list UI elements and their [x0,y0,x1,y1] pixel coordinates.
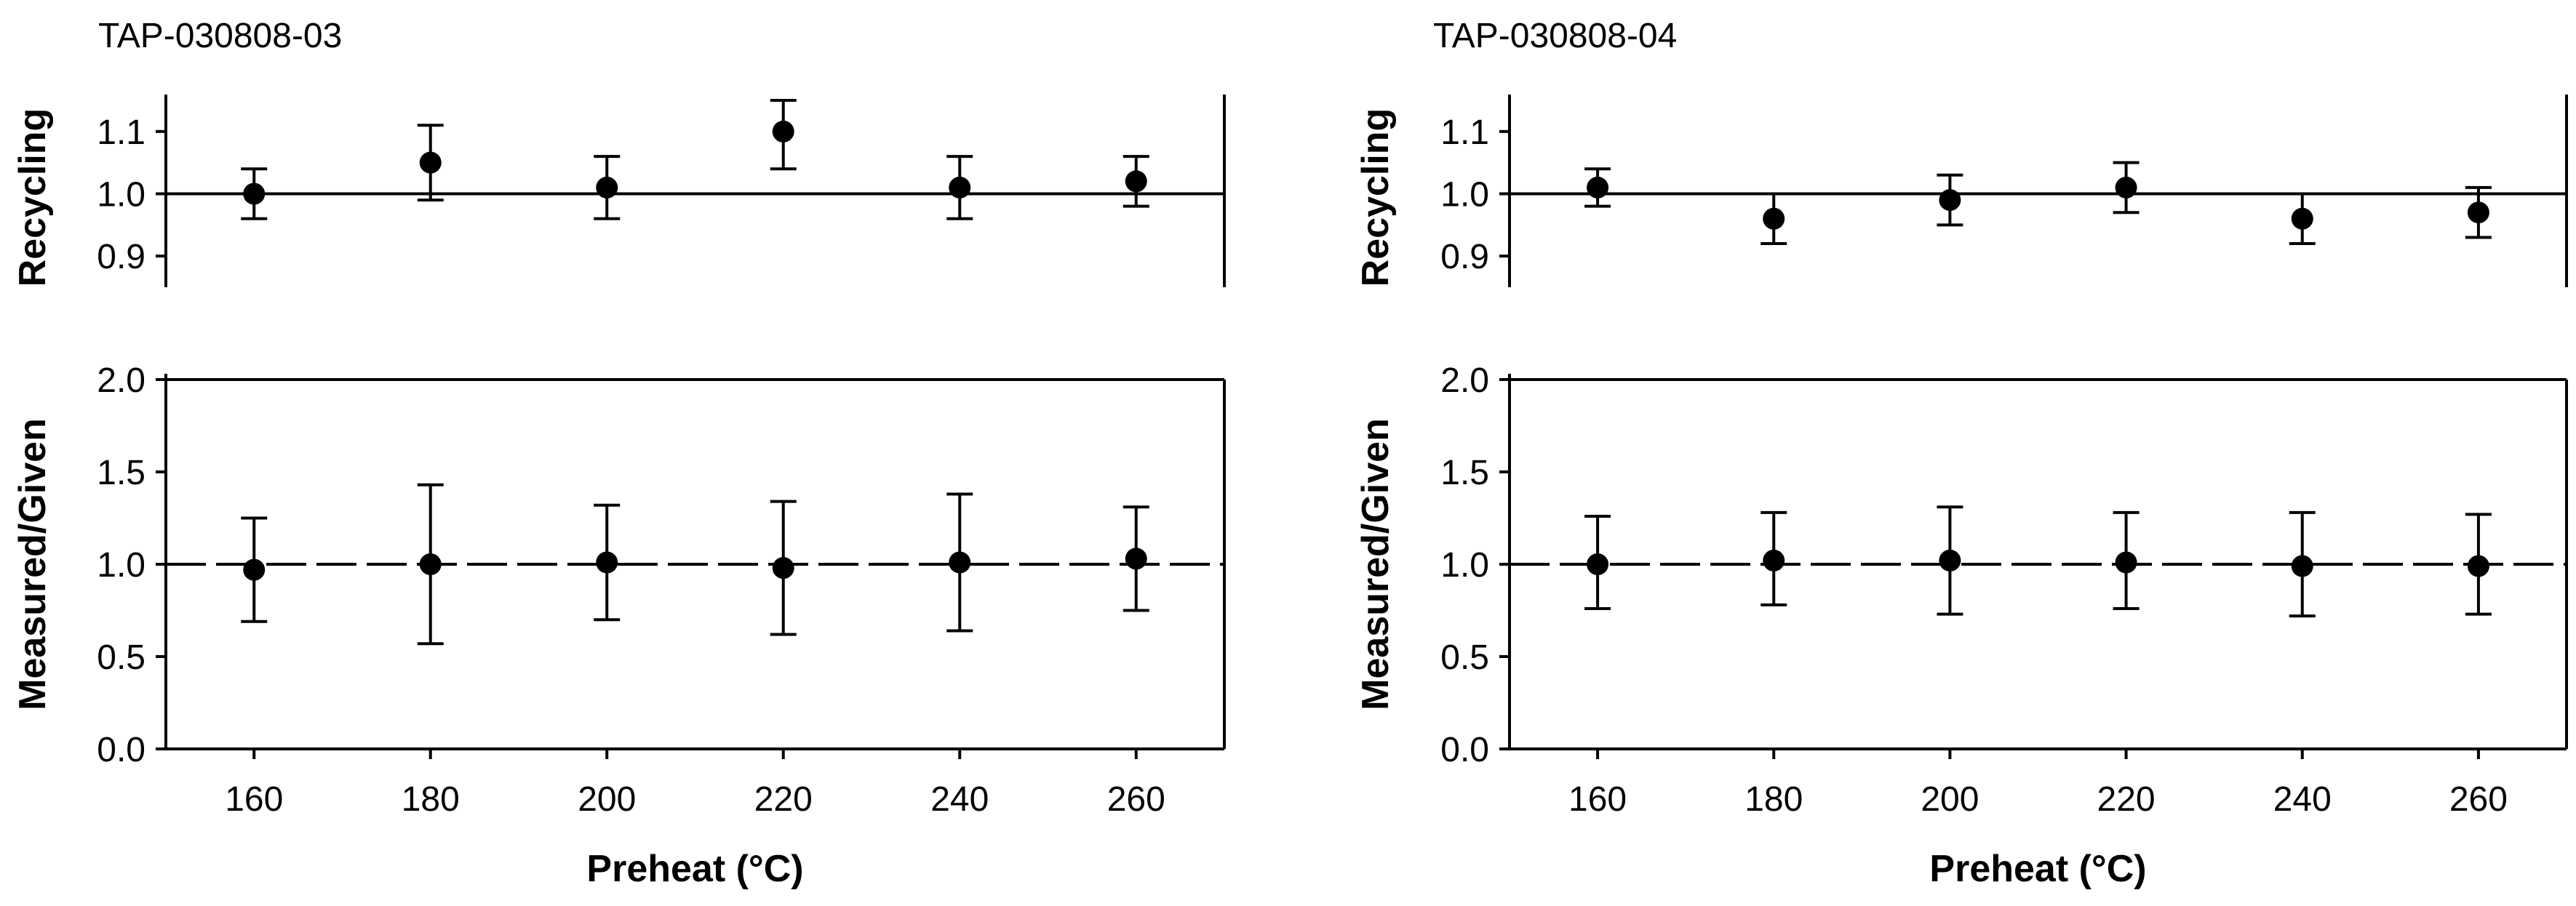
x-tick-label: 160 [225,780,283,819]
y-tick-label: 2.0 [97,361,145,400]
y-tick-label: 1.1 [97,113,145,152]
data-point [596,551,618,574]
measured-given-panel-left: 160 180 200 220 240 260 Preheat (°C) 0.0 0.5 1.0 1… [12,361,1226,890]
x-tick-label: 240 [930,780,989,819]
data-point [2467,201,2489,224]
x-tick-label: 260 [1107,780,1165,819]
data-point [1587,553,1609,575]
y-tick-label: 1.0 [97,546,145,585]
y-tick-label: 2.0 [1440,361,1489,400]
x-tick-label: 240 [2273,780,2332,819]
y-axis-title: Recycling [1355,108,1397,287]
y-tick-label: 1.0 [97,176,145,215]
data-point [1763,207,1785,230]
x-axis-title: Preheat (°C) [586,848,803,890]
recycling-panel-left: TAP-030808-03 0.9 1.0 1.1 Recycling [12,17,1226,287]
data-point [2115,551,2137,574]
x-tick-label: 180 [1744,780,1803,819]
recycling-panel-right: TAP-030808-04 0.9 1.0 1.1 Recycling [1355,17,2568,287]
y-tick-label: 1.0 [1440,176,1489,215]
y-tick-label: 0.9 [97,238,145,276]
data-point [772,120,794,143]
data-point [2291,207,2313,230]
panel-title: TAP-030808-04 [1433,17,1677,55]
y-tick-label: 0.0 [1440,731,1489,769]
x-tick-label: 180 [402,780,460,819]
data-point [1939,189,1961,212]
y-tick-label: 1.1 [1440,113,1489,152]
x-tick-label: 200 [578,780,636,819]
data-point [243,183,266,205]
y-tick-label: 1.5 [97,454,145,492]
y-axis-title: Recycling [12,108,54,287]
data-point [1939,549,1961,572]
data-point [596,176,618,199]
x-tick-label: 260 [2449,780,2508,819]
y-tick-label: 0.5 [1440,638,1489,677]
data-point [2291,555,2313,577]
x-tick-label: 160 [1568,780,1627,819]
y-axis-title: Measured/Given [12,418,54,710]
data-point [419,553,442,575]
x-axis-title: Preheat (°C) [1929,848,2146,890]
data-point [1763,549,1785,572]
y-tick-label: 0.5 [97,638,145,677]
data-point [2467,555,2489,577]
data-point [949,551,971,574]
data-point [243,558,266,581]
data-point [1587,176,1609,199]
data-point [1125,548,1147,570]
data-point [2115,176,2137,199]
x-tick-label: 200 [1921,780,1979,819]
x-tick-label: 220 [754,780,813,819]
y-tick-label: 0.9 [1440,238,1489,276]
panel-title: TAP-030808-03 [98,17,342,55]
x-tick-label: 220 [2097,780,2156,819]
data-point [419,151,442,174]
y-axis-title: Measured/Given [1355,418,1397,710]
y-tick-label: 1.0 [1440,546,1489,585]
data-point [772,557,794,580]
y-tick-label: 0.0 [97,731,145,769]
data-point [949,176,971,199]
measured-given-panel-right: 160 180 200 220 240 260 Preheat (°C) 0.0 0.5 1.0 1… [1355,361,2568,890]
data-point [1125,170,1147,193]
y-tick-label: 1.5 [1440,454,1489,492]
